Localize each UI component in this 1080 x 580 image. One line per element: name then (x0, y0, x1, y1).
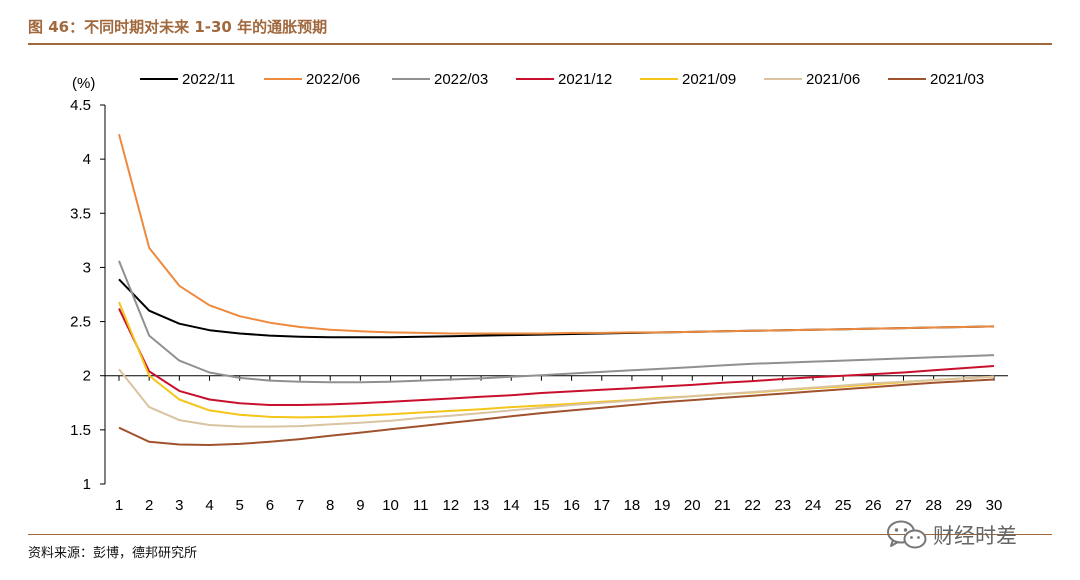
x-tick-label: 9 (356, 497, 364, 514)
bottom-divider (28, 534, 1052, 535)
x-tick-label: 15 (533, 497, 550, 514)
series-line-2021-06 (118, 368, 995, 428)
legend-label-2022-06: 2022/06 (306, 71, 360, 88)
series-line-2021-03 (118, 378, 995, 446)
x-tick-label: 11 (413, 497, 429, 514)
series-line-2022-03 (118, 260, 995, 384)
x-tick-label: 10 (382, 497, 399, 514)
y-tick-label: 1 (83, 476, 91, 493)
y-axis: 1 1.5 2 2.5 3 3.5 4 4.5 (%) (70, 75, 106, 493)
legend-label-2021-03: 2021/03 (930, 71, 984, 88)
x-tick-label: 2 (145, 497, 153, 514)
y-tick-label: 2 (83, 368, 91, 385)
series-line-2021-12 (118, 308, 995, 406)
legend-label-2021-06: 2021/06 (806, 71, 860, 88)
y-tick-label: 2.5 (70, 314, 91, 331)
x-tick-label: 22 (744, 497, 761, 514)
x-tick-label: 24 (805, 497, 822, 514)
top-divider (28, 43, 1052, 45)
y-tick-label: 3 (83, 259, 91, 276)
watermark-text: 财经时差 (933, 524, 1017, 548)
x-tick-label: 1 (115, 497, 123, 514)
x-tick-label: 19 (654, 497, 671, 514)
legend-label-2021-09: 2021/09 (682, 71, 736, 88)
source-note: 资料来源：彭博，德邦研究所 (28, 546, 198, 561)
watermark: 财经时差 (885, 519, 1017, 551)
x-tick-label: 4 (205, 497, 213, 514)
y-axis-unit-label: (%) (72, 75, 95, 92)
legend: 2022/11 2022/06 2022/03 2021/12 2021/09 2021/… (140, 71, 984, 88)
x-tick-label: 3 (175, 497, 183, 514)
y-tick-label: 4 (83, 151, 91, 168)
x-tick-label: 21 (714, 497, 731, 514)
x-tick-label: 29 (955, 497, 972, 514)
x-tick-label: 16 (563, 497, 580, 514)
y-tick-label: 3.5 (70, 205, 91, 222)
x-tick-label: 13 (473, 497, 490, 514)
figure-title: 图 46：不同时期对未来 1-30 年的通胀预期 (28, 18, 328, 36)
x-tick-label: 26 (865, 497, 882, 514)
series-lines (118, 133, 995, 446)
y-tick-label: 4.5 (70, 97, 91, 114)
x-tick-label: 6 (266, 497, 274, 514)
legend-label-2022-03: 2022/03 (434, 71, 488, 88)
wechat-logo-icon (887, 520, 927, 549)
x-tick-label: 18 (624, 497, 641, 514)
series-line-2022-06 (118, 133, 995, 335)
x-tick-label: 28 (925, 497, 942, 514)
x-tick-label: 12 (443, 497, 460, 514)
x-axis: 1 2 3 4 5 6 7 8 9 10 11 12 13 14 15 16 17 18 19 20 21 22 23 24 2… (105, 375, 1008, 514)
x-tick-label: 5 (236, 497, 244, 514)
series-line-2021-09 (118, 301, 995, 419)
x-tick-label: 27 (895, 497, 912, 514)
x-tick-label: 8 (326, 497, 334, 514)
x-tick-label: 25 (835, 497, 852, 514)
x-tick-label: 30 (986, 497, 1003, 514)
legend-label-2022-11: 2022/11 (182, 71, 235, 88)
x-tick-label: 7 (296, 497, 304, 514)
x-tick-label: 14 (503, 497, 520, 514)
legend-label-2021-12: 2021/12 (558, 71, 612, 88)
x-tick-label: 17 (593, 497, 610, 514)
y-tick-label: 1.5 (70, 422, 91, 439)
x-tick-label: 20 (684, 497, 701, 514)
x-tick-label: 23 (774, 497, 791, 514)
